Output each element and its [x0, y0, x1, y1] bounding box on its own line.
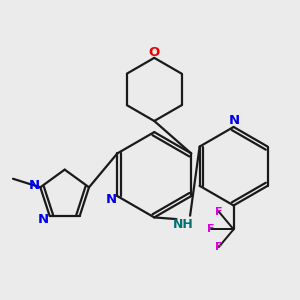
- Text: NH: NH: [173, 218, 194, 231]
- Text: N: N: [229, 115, 240, 128]
- Text: F: F: [207, 224, 214, 234]
- Text: N: N: [29, 179, 40, 192]
- Text: N: N: [106, 193, 117, 206]
- Text: F: F: [215, 207, 223, 217]
- Text: N: N: [38, 213, 49, 226]
- Text: F: F: [215, 242, 223, 252]
- Text: O: O: [148, 46, 160, 59]
